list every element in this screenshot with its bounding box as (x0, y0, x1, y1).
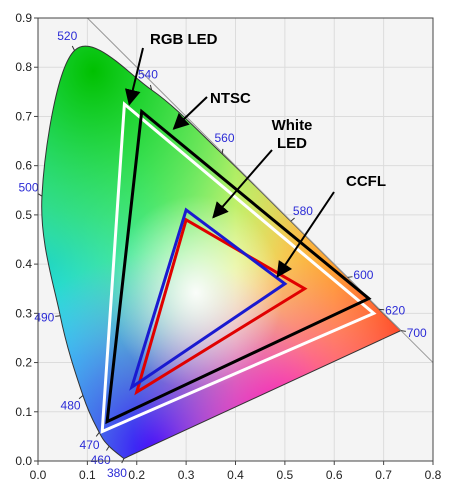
gamut-triangle-ntsc (105, 108, 372, 425)
wavelength-label-520: 520 (57, 29, 77, 43)
annotation-line: CCFL (346, 173, 386, 190)
wavelength-tick (55, 315, 61, 317)
wavelength-tick (106, 445, 110, 451)
wavelength-tick (78, 395, 84, 400)
diagonal-reference-line (87, 17, 434, 363)
wavelength-tick (149, 84, 153, 90)
y-axis-ticks: 0.0 0.1 0.2 0.3 0.4 0.5 0.6 0.7 0.8 0.9 (15, 11, 38, 468)
y-tick-label: 0.9 (15, 11, 32, 25)
y-tick-label: 0.2 (15, 356, 32, 370)
x-tick-label: 0.5 (277, 468, 294, 482)
gamut-triangle-white-led (129, 207, 288, 391)
wavelength-tick (347, 276, 353, 278)
wavelength-tick (290, 217, 295, 222)
wavelength-ticks (37, 45, 406, 464)
annotation-line: RGB LED (150, 31, 218, 48)
annotation-line: NTSC (210, 90, 251, 107)
wavelength-label-470: 470 (80, 438, 100, 452)
gamut-triangle-rgb-led (100, 101, 377, 434)
wavelength-tick (95, 432, 100, 437)
x-tick-label: 0.8 (425, 468, 442, 482)
x-tick-label: 0.2 (128, 468, 145, 482)
x-tick-label: 0.4 (227, 468, 244, 482)
wavelength-label-700: 700 (407, 326, 427, 340)
annotation-arrow-white-led (212, 149, 273, 219)
wavelength-label-380: 380 (107, 466, 127, 480)
annotation-label-ntsc: NTSC (210, 90, 251, 107)
gamut-triangles (100, 101, 377, 434)
x-tick-label: 0.3 (178, 468, 195, 482)
y-tick-label: 0.0 (15, 454, 32, 468)
annotation-label-rgb-led: RGB LED (150, 31, 218, 48)
wavelength-label-540: 540 (138, 67, 158, 81)
wavelength-label-560: 560 (214, 131, 234, 145)
wavelength-label-460: 460 (91, 453, 111, 467)
annotation-arrow-ntsc (172, 96, 208, 130)
x-axis-ticks: 0.0 0.1 0.2 0.3 0.4 0.5 0.6 0.7 0.8 (30, 461, 442, 482)
y-tick-label: 0.3 (15, 306, 32, 320)
wavelength-label-620: 620 (385, 303, 405, 317)
y-tick-label: 0.6 (15, 159, 32, 173)
annotations: RGB LED NTSC White LED CCFL (124, 31, 386, 278)
annotation-arrow-rgb-led (124, 47, 144, 106)
plot-area: 380460470480490500520540560580600620700 … (15, 11, 441, 482)
wavelength-tick (71, 45, 75, 51)
annotation-label-ccfl: CCFL (346, 173, 386, 190)
x-tick-label: 0.6 (326, 468, 343, 482)
wavelength-tick (400, 330, 406, 332)
annotation-label-white-led: White LED (272, 117, 313, 152)
x-tick-label: 0.0 (30, 468, 47, 482)
annotation-line: White (272, 117, 313, 134)
annotation-arrow-ccfl (276, 191, 335, 278)
x-tick-label: 0.1 (79, 468, 96, 482)
wavelength-label-490: 490 (34, 311, 54, 325)
wavelength-label-500: 500 (18, 181, 38, 195)
y-tick-label: 0.4 (15, 257, 32, 271)
wavelength-label-480: 480 (61, 399, 81, 413)
y-tick-label: 0.7 (15, 109, 32, 123)
y-tick-label: 0.8 (15, 60, 32, 74)
wavelength-tick (221, 148, 224, 154)
wavelength-label-580: 580 (293, 204, 313, 218)
annotation-line: LED (277, 135, 307, 152)
y-tick-label: 0.5 (15, 208, 32, 222)
x-tick-label: 0.7 (375, 468, 392, 482)
wavelength-label-600: 600 (353, 268, 373, 282)
y-tick-label: 0.1 (15, 405, 32, 419)
